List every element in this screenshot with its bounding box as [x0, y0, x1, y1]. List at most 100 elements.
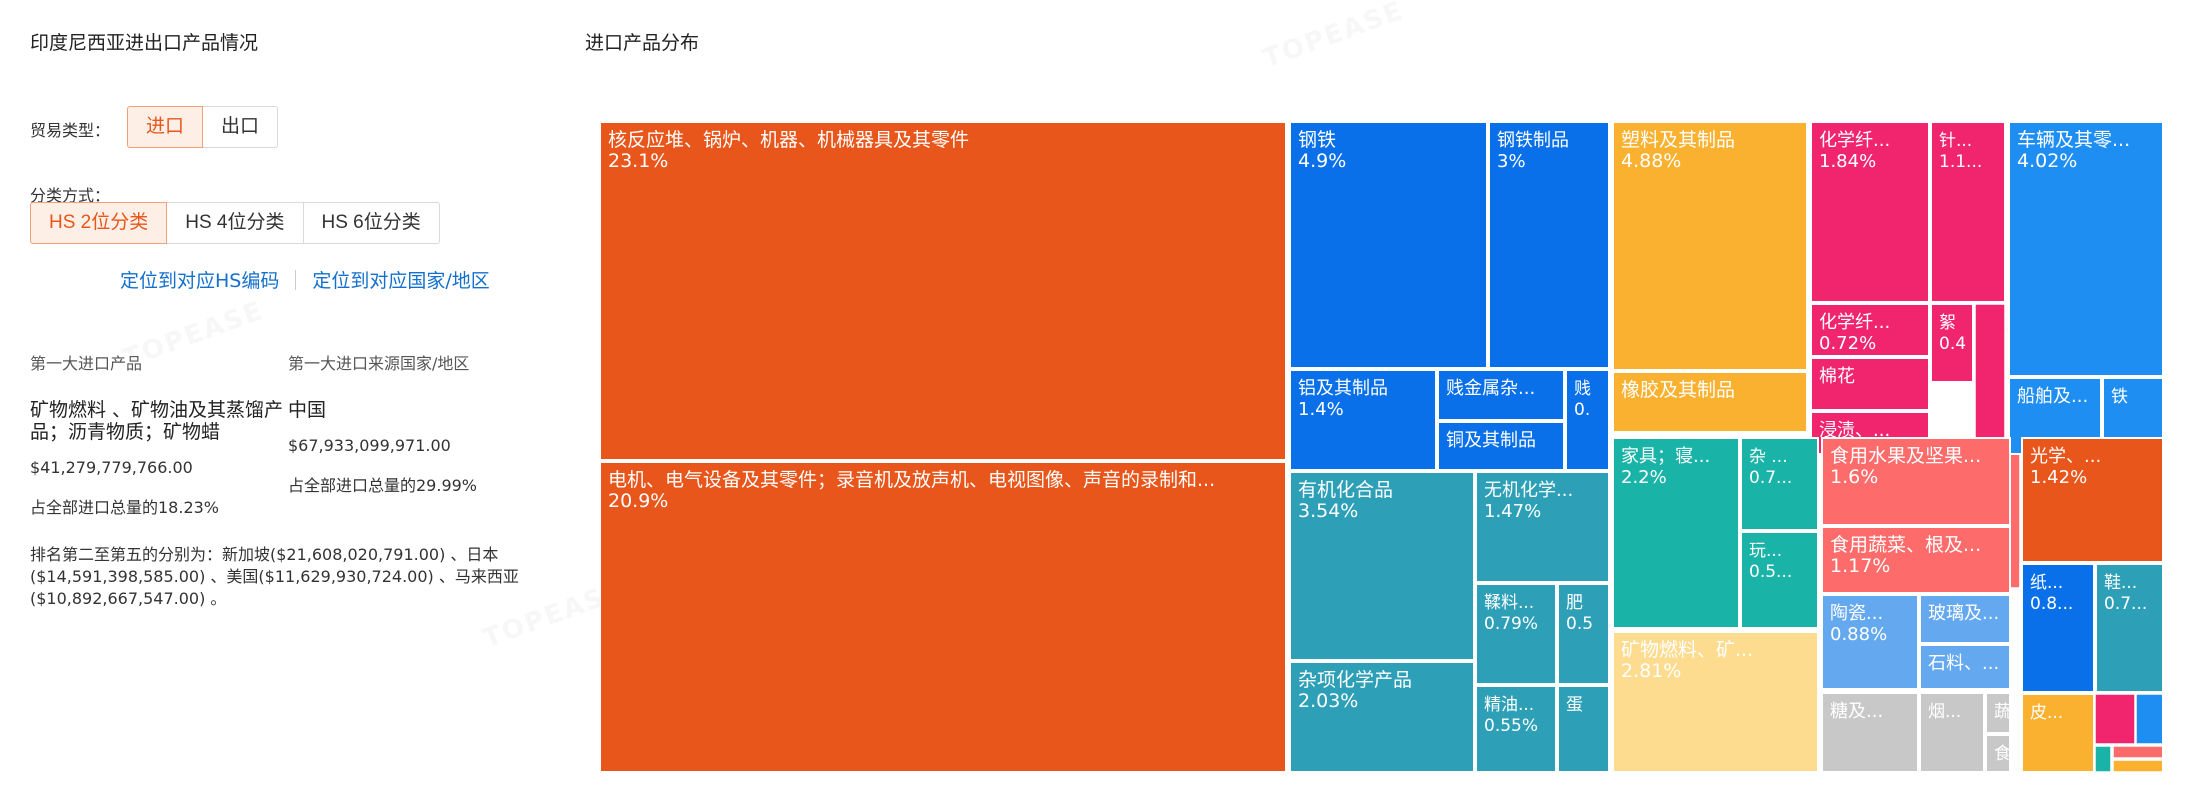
- treemap-tile-value: 4.88%: [1621, 150, 1681, 172]
- treemap-tile-name: 无机化学...: [1484, 480, 1573, 501]
- treemap-tile-name: 有机化合品: [1298, 479, 1393, 501]
- treemap-tile-value: 1.4%: [1298, 399, 1344, 420]
- treemap-filler-tile[interactable]: [2135, 693, 2162, 745]
- treemap-tile-name: 杂 ...: [1749, 447, 1788, 467]
- treemap-tile-name: 贱: [1574, 379, 1591, 399]
- treemap-tile[interactable]: [1612, 122, 1808, 371]
- treemap-filler-tile[interactable]: [1974, 303, 2006, 455]
- top-source-label: 第一大进口来源国家/地区: [288, 354, 470, 373]
- treemap-tile-value: 2.03%: [1298, 690, 1358, 712]
- treemap-tile-value: 0.4: [1939, 334, 1966, 354]
- treemap-tile-value: 3%: [1497, 151, 1526, 172]
- treemap-tile-name: 针...: [1939, 131, 1972, 151]
- treemap-tile[interactable]: [1919, 644, 2011, 690]
- trade-type-toggle: 进口 出口: [127, 106, 279, 148]
- locate-country-link[interactable]: 定位到对应国家/地区: [312, 270, 490, 292]
- treemap-tile[interactable]: [2021, 437, 2162, 563]
- treemap-tile-name: 化学纤...: [1819, 130, 1890, 151]
- treemap-tile[interactable]: [1810, 122, 1930, 303]
- import-button[interactable]: 进口: [127, 106, 204, 148]
- treemap-tile-value: 0.7...: [1749, 468, 1792, 488]
- treemap-tile-name: 车辆及其零...: [2017, 129, 2130, 151]
- treemap-tile-name: 蔬: [1994, 702, 2011, 722]
- treemap-tile[interactable]: [1475, 583, 1557, 685]
- treemap-tile-name: 玻璃及...: [1928, 603, 1999, 624]
- treemap-tile-name: 核反应堆、锅炉、机器、机械器具及其零件: [608, 129, 969, 151]
- hs2-button[interactable]: HS 2位分类: [30, 202, 168, 244]
- treemap-tile-value: 2.2%: [1621, 467, 1667, 488]
- treemap-tile[interactable]: [1821, 692, 1919, 773]
- treemap-tile[interactable]: [1821, 594, 1919, 690]
- treemap-tile-name: 皮...: [2030, 703, 2063, 723]
- treemap-tile[interactable]: [1919, 692, 1985, 773]
- treemap-tile[interactable]: [1612, 437, 1740, 629]
- locate-hs-link[interactable]: 定位到对应HS编码: [120, 270, 280, 292]
- treemap-filler-tile[interactable]: [2009, 437, 2021, 589]
- treemap-tile[interactable]: [1985, 734, 2011, 773]
- treemap-tile[interactable]: [1821, 526, 2011, 594]
- top-product-share: 占全部进口总量的18.23%: [30, 498, 220, 517]
- treemap-tile[interactable]: [600, 122, 1287, 461]
- treemap-tile[interactable]: [1740, 531, 1819, 629]
- treemap-tile[interactable]: [1289, 661, 1475, 773]
- treemap-tile[interactable]: [1612, 631, 1819, 773]
- treemap-tile-value: 1.6%: [1830, 466, 1878, 488]
- treemap-tile[interactable]: [1557, 583, 1610, 685]
- treemap-tile[interactable]: [1930, 122, 2006, 303]
- hs4-button[interactable]: HS 4位分类: [167, 202, 304, 244]
- treemap-tile[interactable]: [2008, 122, 2162, 377]
- treemap-tile[interactable]: [1810, 357, 1930, 411]
- treemap-tile-name: 光学、...: [2030, 446, 2101, 467]
- hs6-button[interactable]: HS 6位分类: [303, 202, 440, 244]
- treemap-filler-tile[interactable]: [2094, 745, 2112, 773]
- treemap-tile[interactable]: [1488, 122, 1610, 369]
- treemap-tile-name: 糖及...: [1830, 701, 1883, 722]
- treemap-tile[interactable]: [1810, 303, 1930, 357]
- treemap-tile-name: 肥: [1566, 593, 1583, 613]
- treemap-tile-name: 浸渍、...: [1819, 420, 1890, 441]
- treemap-tile[interactable]: [1437, 369, 1565, 421]
- treemap-tile-value: 4.9%: [1298, 150, 1346, 172]
- top-source-share: 占全部进口总量的29.99%: [288, 476, 478, 495]
- treemap-tile-name: 精油...: [1484, 695, 1534, 715]
- treemap-filler-tile[interactable]: [2094, 693, 2136, 745]
- treemap-tile[interactable]: [2021, 693, 2095, 773]
- treemap-tile-name: 絮: [1939, 313, 1956, 333]
- treemap-tile-name: 烟...: [1928, 702, 1961, 722]
- treemap-tile[interactable]: [1475, 471, 1610, 583]
- top-source-value: $67,933,099,971.00: [288, 436, 451, 455]
- treemap-tile[interactable]: [1565, 369, 1610, 471]
- treemap-tile[interactable]: [2095, 563, 2162, 693]
- treemap-tile-name: 化学纤...: [1819, 312, 1890, 333]
- treemap-tile[interactable]: [1437, 421, 1565, 471]
- top-source-name: 中国: [288, 399, 327, 421]
- treemap-tile[interactable]: [2021, 563, 2095, 693]
- export-button[interactable]: 出口: [203, 106, 279, 148]
- treemap-tile-value: 0.55%: [1484, 716, 1538, 736]
- treemap-tile[interactable]: [1475, 685, 1557, 773]
- treemap-tile[interactable]: [600, 461, 1287, 773]
- treemap-tile[interactable]: [1289, 369, 1437, 471]
- treemap-tile-value: 23.1%: [608, 150, 668, 172]
- treemap-tile[interactable]: [1919, 594, 2011, 644]
- treemap-tile[interactable]: [1740, 437, 1819, 531]
- treemap-tile[interactable]: [1821, 437, 2011, 526]
- treemap-tile-name: 铁: [2111, 387, 2128, 407]
- treemap-tile-name: 陶瓷...: [1830, 603, 1883, 624]
- treemap-tile[interactable]: [1612, 371, 1808, 433]
- treemap-tile[interactable]: [1930, 303, 1974, 383]
- treemap-tile-value: 0.5: [1566, 614, 1593, 634]
- treemap-tile[interactable]: [1289, 122, 1488, 369]
- treemap-tile-name: 玩...: [1749, 541, 1782, 561]
- treemap-tile-name: 电机、电气设备及其零件；录音机及放声机、电视图像、声音的录制和...: [608, 469, 1215, 491]
- treemap-filler-tile[interactable]: [2112, 745, 2162, 759]
- treemap-tile[interactable]: [1985, 692, 2011, 734]
- treemap-tile-value: 4.02%: [2017, 150, 2077, 172]
- treemap-tile[interactable]: [1289, 471, 1475, 661]
- treemap-tile[interactable]: [1557, 685, 1610, 773]
- treemap-tile-name: 铝及其制品: [1298, 378, 1388, 399]
- treemap-filler-tile[interactable]: [2112, 759, 2162, 773]
- treemap-tile-value: 3.54%: [1298, 500, 1358, 522]
- rank-text: 排名第二至第五的分别为：新加坡($21,608,020,791.00) 、日本(…: [30, 545, 519, 608]
